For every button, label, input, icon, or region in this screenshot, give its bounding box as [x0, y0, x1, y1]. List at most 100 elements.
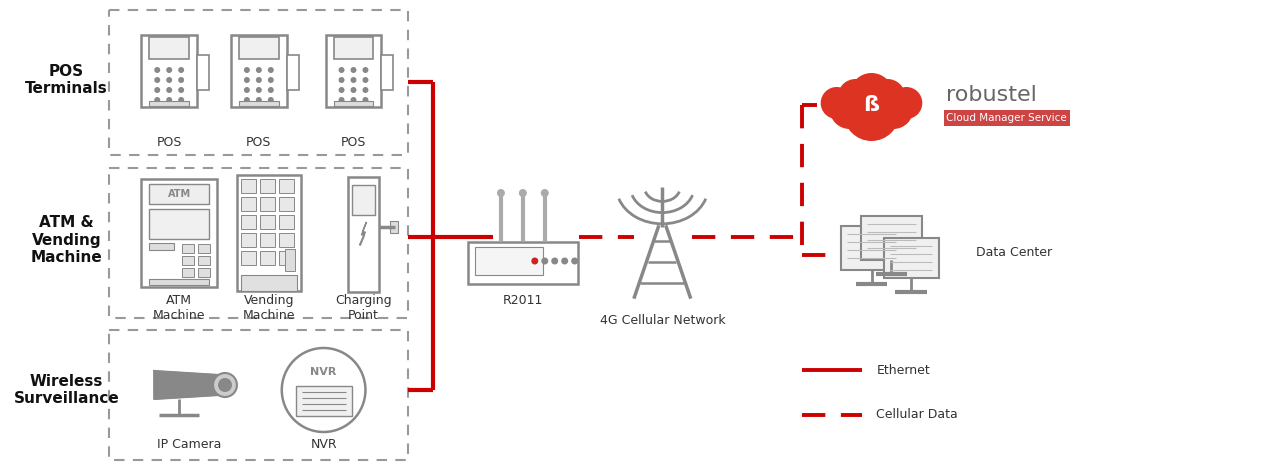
Bar — [348, 177, 379, 292]
Circle shape — [532, 258, 538, 264]
Text: POS
Terminals: POS Terminals — [25, 64, 108, 96]
Bar — [197, 55, 209, 90]
Bar — [239, 101, 279, 106]
Circle shape — [821, 87, 853, 119]
Bar — [141, 35, 197, 107]
Circle shape — [850, 73, 893, 117]
Circle shape — [350, 77, 357, 83]
Bar — [279, 233, 293, 247]
Bar — [150, 243, 174, 250]
Bar — [241, 233, 256, 247]
Circle shape — [350, 67, 357, 73]
Bar — [468, 242, 577, 284]
Circle shape — [363, 97, 368, 103]
Circle shape — [256, 87, 261, 93]
Bar — [334, 101, 373, 106]
Bar — [279, 179, 293, 193]
Text: ß: ß — [863, 95, 879, 115]
Bar — [109, 10, 409, 155]
Circle shape — [166, 97, 173, 103]
Circle shape — [571, 258, 579, 264]
Bar — [150, 101, 189, 106]
Bar — [260, 233, 275, 247]
Text: Charging
Point: Charging Point — [335, 294, 392, 322]
Bar — [326, 35, 382, 107]
Circle shape — [339, 77, 344, 83]
Bar — [150, 209, 209, 239]
Circle shape — [155, 97, 160, 103]
Circle shape — [873, 89, 914, 129]
Text: ATM
Machine: ATM Machine — [152, 294, 206, 322]
Bar — [150, 37, 189, 59]
Bar — [279, 215, 293, 229]
Text: Cellular Data: Cellular Data — [877, 408, 958, 421]
Bar — [198, 256, 211, 265]
Bar — [150, 184, 209, 204]
Bar — [198, 244, 211, 253]
Bar — [334, 37, 373, 59]
Bar — [840, 226, 902, 270]
Bar — [239, 37, 279, 59]
Bar — [475, 247, 543, 275]
Circle shape — [178, 97, 184, 103]
Circle shape — [339, 67, 344, 73]
Bar — [260, 179, 275, 193]
Text: POS: POS — [246, 136, 272, 150]
Circle shape — [256, 77, 261, 83]
Circle shape — [268, 87, 274, 93]
Text: NVR: NVR — [311, 367, 336, 377]
Circle shape — [268, 97, 274, 103]
Circle shape — [213, 373, 237, 397]
Bar — [391, 221, 398, 233]
Circle shape — [166, 67, 173, 73]
Bar — [260, 197, 275, 211]
Circle shape — [551, 258, 558, 264]
Text: Cloud Manager Service: Cloud Manager Service — [947, 113, 1067, 123]
Circle shape — [561, 258, 569, 264]
Text: Wireless
Surveillance: Wireless Surveillance — [14, 374, 119, 406]
Bar — [198, 268, 211, 277]
Circle shape — [178, 77, 184, 83]
Circle shape — [541, 189, 548, 197]
Text: R2011: R2011 — [503, 294, 543, 306]
Circle shape — [244, 87, 250, 93]
Circle shape — [218, 378, 232, 392]
Bar — [296, 386, 352, 416]
Circle shape — [542, 258, 548, 264]
Circle shape — [178, 67, 184, 73]
Text: ATM &
Vending
Machine: ATM & Vending Machine — [30, 215, 103, 265]
Bar — [287, 55, 298, 90]
Bar — [141, 179, 217, 287]
Bar — [284, 249, 294, 271]
Bar — [150, 279, 209, 285]
Bar — [183, 244, 194, 253]
Circle shape — [268, 67, 274, 73]
Circle shape — [869, 79, 905, 115]
Circle shape — [363, 67, 368, 73]
Circle shape — [178, 87, 184, 93]
Circle shape — [244, 97, 250, 103]
Circle shape — [497, 189, 505, 197]
Bar — [279, 197, 293, 211]
Bar — [860, 216, 923, 260]
Circle shape — [363, 87, 368, 93]
Circle shape — [244, 67, 250, 73]
Bar — [241, 251, 256, 265]
Text: Ethernet: Ethernet — [877, 363, 930, 377]
Circle shape — [844, 85, 900, 141]
Text: Vending
Machine: Vending Machine — [242, 294, 296, 322]
Bar — [382, 55, 393, 90]
Bar — [260, 251, 275, 265]
Circle shape — [256, 67, 261, 73]
Circle shape — [838, 79, 873, 115]
Bar — [183, 256, 194, 265]
Circle shape — [339, 87, 344, 93]
Circle shape — [155, 67, 160, 73]
Circle shape — [891, 87, 923, 119]
Circle shape — [166, 77, 173, 83]
Bar — [241, 197, 256, 211]
Bar — [884, 238, 939, 278]
Circle shape — [155, 87, 160, 93]
Circle shape — [256, 97, 261, 103]
Circle shape — [363, 77, 368, 83]
